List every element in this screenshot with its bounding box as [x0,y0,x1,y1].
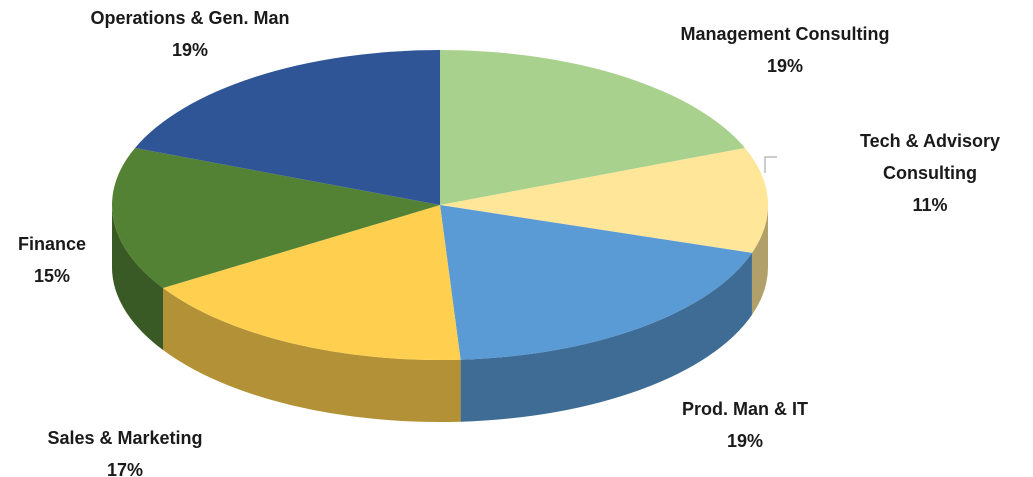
data-label: Management Consulting 19% [665,18,905,82]
data-label: Prod. Man & IT 19% [640,393,850,457]
data-label: Operations & Gen. Man 19% [40,2,340,66]
value-label: 11% [912,195,948,215]
pie-slice [135,50,440,205]
category-label: Finance [17,234,87,254]
pie-side-shade [460,252,752,422]
pie-slice [440,50,745,205]
pie-side [112,205,164,351]
value-label: 15% [33,266,71,286]
value-label: 19% [726,431,764,451]
category-label: Prod. Man & IT [682,399,808,419]
value-label: 17% [106,460,144,477]
pie-slice [440,147,768,253]
pie-side [163,288,461,422]
data-label: Sales & Marketing 17% [10,422,240,477]
pie-slice [440,205,752,360]
data-label: Tech & Advisory Consulting 11% [830,125,1030,221]
callout-corner [764,156,777,173]
pie-side-shade [751,205,768,315]
category-label: Operations & Gen. Man [90,8,290,28]
pie-side-shade [163,288,461,422]
category-label: Tech & Advisory Consulting [859,131,1001,183]
value-label: 19% [766,56,804,76]
category-label: Management Consulting [680,24,890,44]
pie-slice [163,205,461,361]
pie-side-shade [112,205,164,351]
value-label: 19% [171,40,209,60]
pie-side [751,205,768,315]
pie-side [460,252,752,422]
pie-slice [111,147,440,289]
data-label: Finance 15% [0,228,104,292]
category-label: Sales & Marketing [47,428,203,448]
